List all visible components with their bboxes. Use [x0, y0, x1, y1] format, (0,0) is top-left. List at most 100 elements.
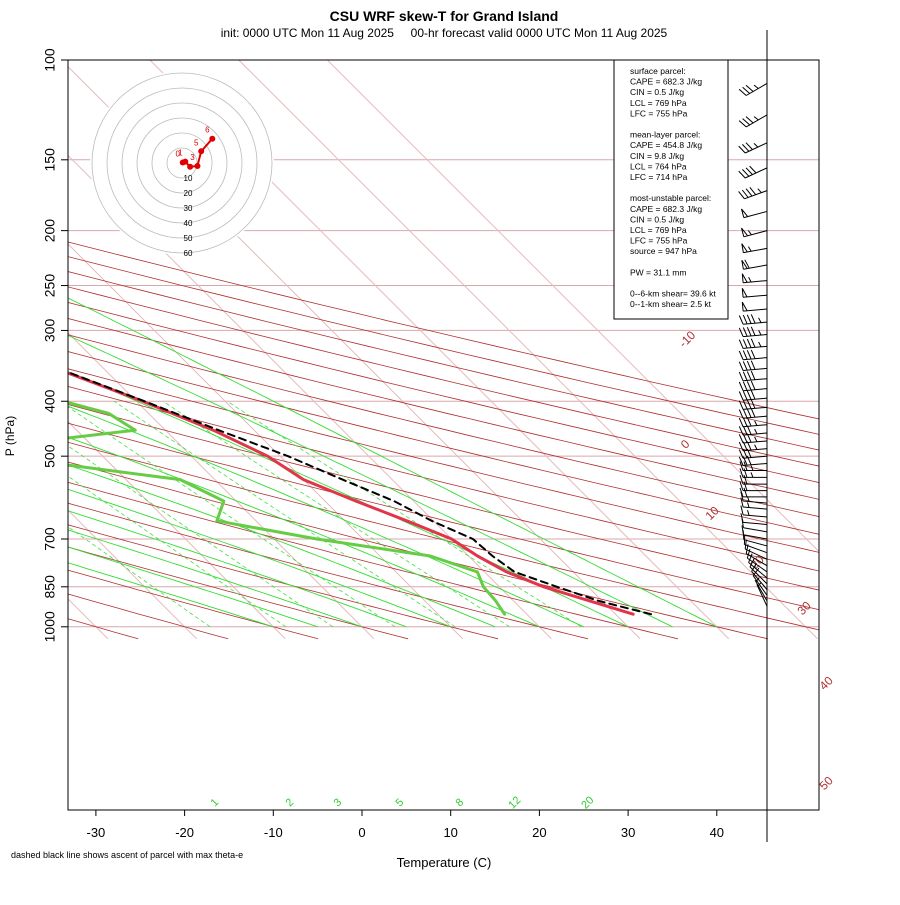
- hodograph-point: [182, 158, 189, 165]
- isotherm-line: [68, 509, 197, 640]
- wind-barb: [752, 567, 768, 596]
- hodograph-point-label: 5: [194, 138, 199, 147]
- moist-adiabat-line: [68, 297, 718, 628]
- dry-adiabat-line: [68, 334, 819, 517]
- wind-barb: [754, 577, 768, 602]
- wind-barb: [738, 425, 768, 436]
- wind-barb: [739, 468, 768, 478]
- grid-lines: [68, 60, 819, 640]
- y-tick-label: 500: [42, 444, 58, 468]
- hodograph-point-label: 6: [205, 126, 210, 135]
- info-box-line: 0--1-km shear= 2.5 kt: [630, 299, 712, 309]
- wind-barb: [738, 114, 768, 128]
- mixing-ratio-line: [162, 400, 510, 628]
- info-box-line: LFC = 755 hPa: [630, 236, 688, 246]
- x-axis-label: Temperature (C): [397, 855, 492, 870]
- wind-barb: [741, 518, 768, 533]
- info-box-line: CAPE = 454.8 J/kg: [630, 140, 702, 150]
- hodograph-ring: [151, 132, 213, 194]
- wind-barb: [738, 186, 768, 200]
- dry-adiabat-line: [68, 441, 819, 631]
- wind-barb: [738, 326, 768, 338]
- mixing-ratio-line: [113, 400, 456, 628]
- y-tick-label: 200: [42, 219, 58, 243]
- dry-adiabat-line: [68, 286, 819, 467]
- hodograph-ring: [121, 102, 243, 224]
- x-tick-label: 20: [532, 825, 546, 840]
- hodograph-ring: [91, 72, 273, 254]
- y-axis-label: P (hPa): [3, 416, 17, 456]
- info-box-line: mean-layer parcel:: [630, 130, 700, 140]
- moist-adiabat-line: [68, 529, 363, 628]
- x-tick-label: 0: [358, 825, 365, 840]
- info-box-line: LFC = 755 hPa: [630, 108, 688, 118]
- isotherm-line: [327, 60, 819, 553]
- x-tick-label: -30: [87, 825, 106, 840]
- info-box-line: CAPE = 682.3 J/kg: [630, 204, 702, 214]
- isotherm-line: [238, 60, 818, 640]
- wind-barb: [744, 539, 768, 560]
- chart-title: CSU WRF skew-T for Grand Island: [330, 8, 559, 24]
- isotherm-line: [68, 420, 286, 640]
- wind-barb: [740, 497, 768, 510]
- wind-barb: [738, 433, 768, 444]
- y-tick-label: 700: [42, 527, 58, 551]
- moist-adiabat-line: [68, 510, 407, 628]
- info-box-line: LFC = 714 hPa: [630, 172, 688, 182]
- info-box-line: CAPE = 682.3 J/kg: [630, 77, 702, 87]
- wind-barb: [740, 505, 768, 518]
- wind-barb: [738, 441, 768, 452]
- x-tick-label: 10: [443, 825, 457, 840]
- hodograph-point: [198, 148, 205, 155]
- dry-adiabat-line: [68, 461, 768, 640]
- moist-adiabat-line: [68, 436, 540, 628]
- wind-barb: [756, 582, 768, 607]
- wind-barb: [738, 349, 768, 361]
- info-box-line: LCL = 764 hPa: [630, 161, 687, 171]
- wind-barb: [741, 259, 768, 270]
- hodograph-point: [209, 135, 216, 142]
- wind-barb: [738, 455, 768, 466]
- wind-barb: [742, 530, 768, 547]
- wind-barb: [738, 399, 768, 410]
- info-box-line: most-unstable parcel:: [630, 193, 711, 203]
- info-box-line: CIN = 0.5 J/kg: [630, 87, 684, 97]
- wind-barb: [738, 380, 768, 392]
- wind-barb: [738, 165, 768, 179]
- parcel-ascent-profile: [68, 371, 652, 616]
- wind-barb: [745, 544, 768, 567]
- dry-adiabat-line: [68, 241, 819, 420]
- dry-adiabat-line: [68, 524, 499, 640]
- dry-adiabat-line: [68, 271, 819, 451]
- y-tick-label: 150: [42, 148, 58, 172]
- hodograph-ring-label: 60: [184, 249, 193, 258]
- hodograph-ring: [136, 117, 228, 209]
- wind-barb: [741, 288, 768, 298]
- info-box-line: CIN = 0.5 J/kg: [630, 214, 684, 224]
- info-box-frame: [613, 59, 729, 320]
- hodograph-ring-label: 10: [184, 174, 193, 183]
- wind-barb: [738, 408, 768, 419]
- mixing-ratio-line: [68, 526, 211, 628]
- hodograph-ring-label: 40: [184, 219, 193, 228]
- info-box-line: PW = 31.1 mm: [630, 267, 686, 277]
- hodograph-ring: [106, 87, 258, 239]
- dry-adiabat-line: [68, 481, 678, 640]
- wind-barb: [738, 83, 768, 96]
- wind-barb: [738, 448, 768, 459]
- y-tick-label: 850: [42, 575, 58, 599]
- dry-adiabat-line: [68, 404, 819, 591]
- chart-subtitle: init: 0000 UTC Mon 11 Aug 2025 00-hr for…: [221, 26, 668, 40]
- hodograph-ring: [166, 147, 198, 179]
- hodograph-point: [194, 163, 201, 169]
- wind-barb: [738, 360, 768, 371]
- wind-barb: [738, 417, 768, 428]
- info-box-line: LCL = 769 hPa: [630, 225, 687, 235]
- info-box-line: source = 947 hPa: [630, 246, 697, 256]
- dry-adiabat-line: [68, 318, 819, 500]
- hodograph-ring-label: 20: [184, 189, 193, 198]
- hodograph-point-label: 1: [178, 149, 183, 158]
